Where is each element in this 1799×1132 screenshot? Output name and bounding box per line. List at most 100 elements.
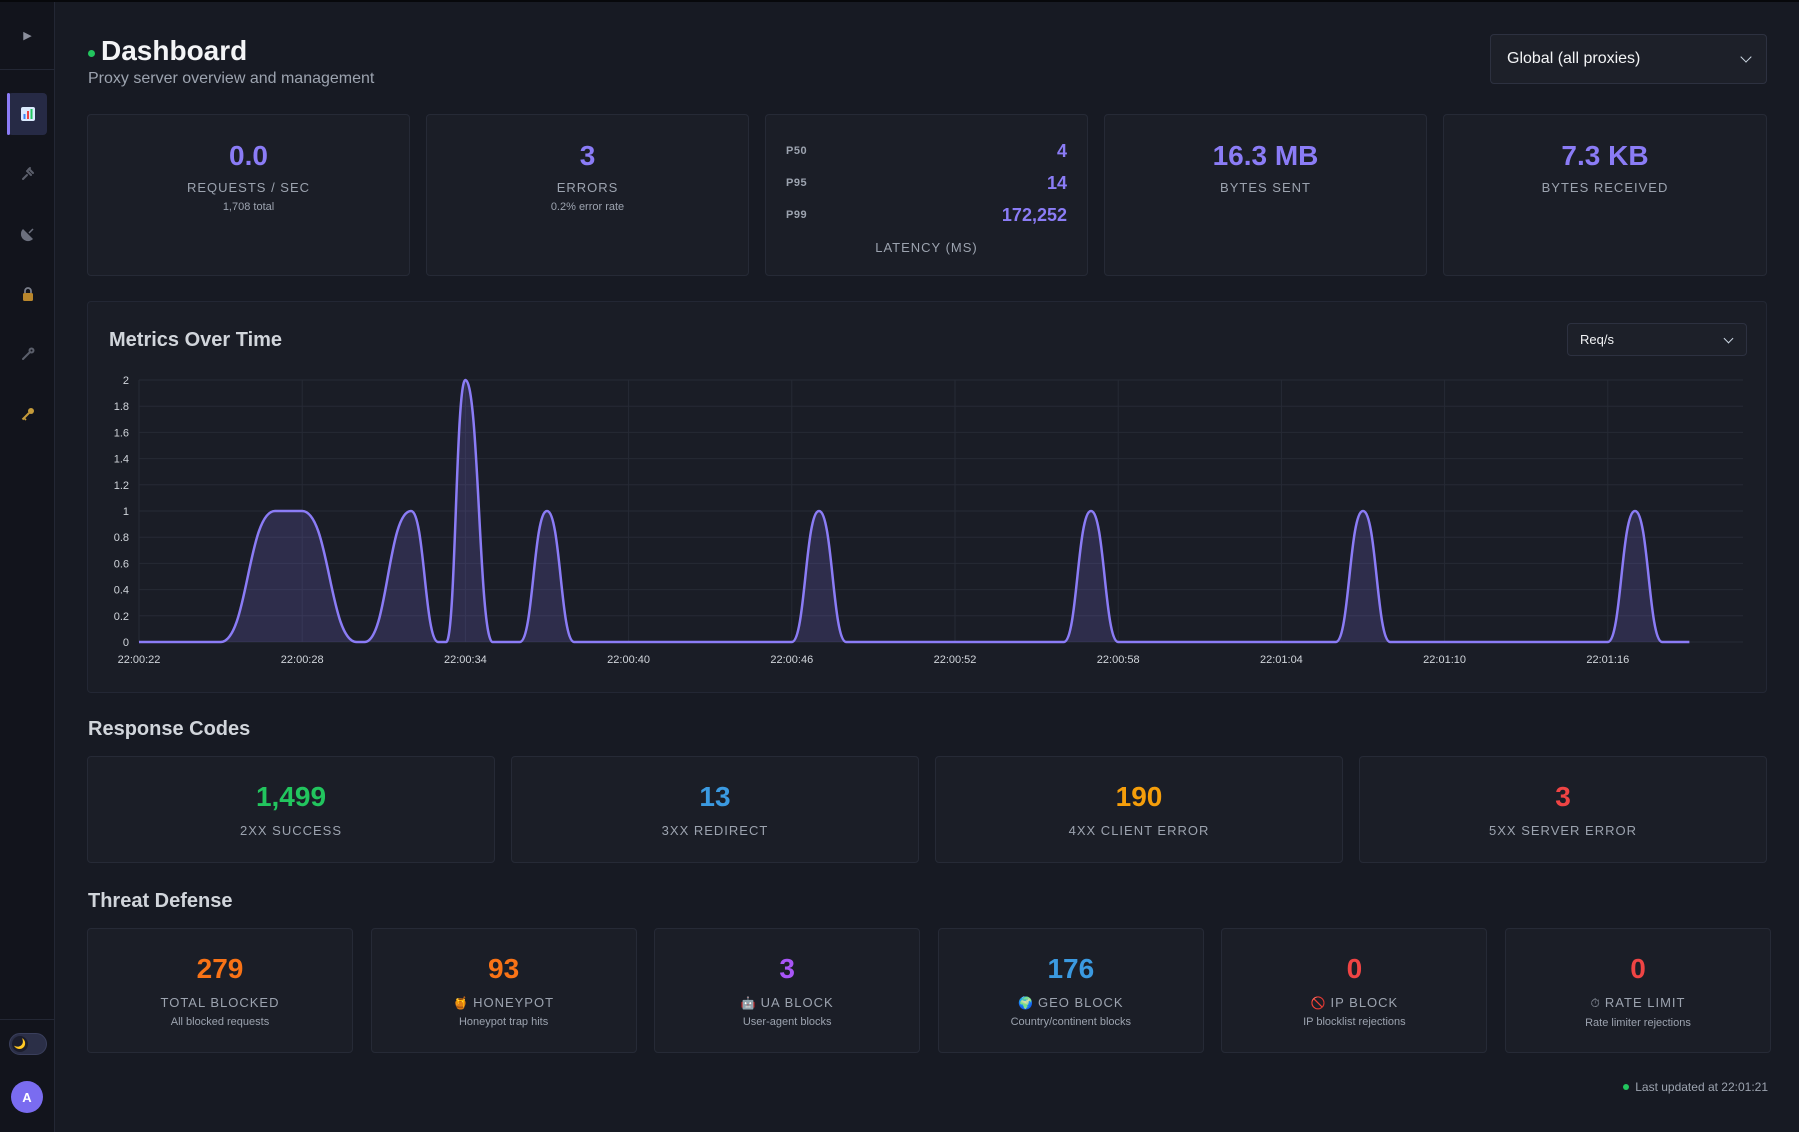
threat-icon: 🚫 <box>1310 996 1327 1010</box>
threat-label-text: IP BLOCK <box>1330 995 1399 1010</box>
errors-sub: 0.2% error rate <box>550 201 625 213</box>
threat-value: 0 <box>1630 953 1646 984</box>
sidebar-item-keys[interactable] <box>8 393 47 435</box>
threat-icon: 🤖 <box>740 996 757 1010</box>
metric-select[interactable]: Req/s <box>1567 323 1747 356</box>
moon-icon: 🌙 <box>12 1036 28 1052</box>
threat-card: 93 🍯 HONEYPOT Honeypot trap hits <box>370 928 637 1053</box>
chart-y-tick-label: 1.8 <box>114 401 129 413</box>
status-dot <box>1623 1084 1630 1090</box>
metric-select-value: Req/s <box>1580 332 1614 347</box>
chart-y-tick-label: 1.2 <box>114 480 129 492</box>
latency-p95-value: 14 <box>1046 173 1067 193</box>
response-code-card: 1,499 2XX SUCCESS <box>87 756 495 863</box>
chart-x-axis: 22:00:22 22:00:28 22:00:34 22:00:40 22:00:46… <box>118 654 1630 666</box>
errors-label: ERRORS <box>556 180 619 195</box>
threat-label: 🚫 IP BLOCK <box>1222 995 1486 1010</box>
chart-icon <box>20 107 35 121</box>
threat-card: 3 🤖 UA BLOCK User-agent blocks <box>654 928 921 1053</box>
threat-value: 3 <box>779 953 795 984</box>
threat-card: 176 🌍 GEO BLOCK Country/continent blocks <box>937 928 1204 1053</box>
threat-card: 0 🚫 IP BLOCK IP blocklist rejections <box>1221 928 1488 1053</box>
threat-icon: 🍯 <box>453 996 470 1010</box>
chart-y-tick-label: 1.4 <box>114 454 129 466</box>
threat-sub: User-agent blocks <box>742 1016 832 1028</box>
window-top-edge <box>0 0 1799 2</box>
threat-label-text: UA BLOCK <box>760 995 834 1010</box>
threat-value: 0 <box>1346 953 1363 984</box>
bytes-sent-value: 16.3 MB <box>1212 140 1319 171</box>
plug-icon <box>21 167 34 180</box>
chart-x-tick-label: 22:00:34 <box>444 654 487 666</box>
sidebar-item-routes[interactable] <box>8 213 47 255</box>
chart-grid <box>138 379 1743 643</box>
threat-label: TOTAL BLOCKED <box>88 995 352 1010</box>
lock-icon <box>22 287 33 301</box>
chart-y-axis: 0 0.2 0.4 0.6 0.8 1 1.2 1.4 1.6 1.8 2 <box>114 375 129 649</box>
response-code-label: 4XX CLIENT ERROR <box>1068 823 1210 838</box>
latency-p99-label: P99 <box>786 209 808 221</box>
threat-value: 93 <box>488 953 520 984</box>
threat-sub: Honeypot trap hits <box>458 1016 549 1028</box>
response-code-label: 5XX SERVER ERROR <box>1489 823 1637 838</box>
chart-y-tick-label: 2 <box>123 375 129 387</box>
requests-sub: 1,708 total <box>222 201 275 213</box>
threat-icon: 🌍 <box>1018 996 1034 1010</box>
threat-card: 0 ⏱ RATE LIMIT Rate limiter rejections <box>1505 928 1771 1053</box>
response-code-value: 190 <box>1115 781 1163 812</box>
chart-x-tick-label: 22:01:10 <box>1423 654 1466 666</box>
sidebar-item-dashboard[interactable] <box>7 93 47 135</box>
sidebar-item-proxies[interactable] <box>8 153 47 195</box>
response-code-card: 190 4XX CLIENT ERROR <box>935 756 1343 863</box>
proxy-select-value: Global (all proxies) <box>1507 50 1641 67</box>
page-title: Dashboard <box>101 35 248 66</box>
latency-p99-row: P99 172,252 <box>786 205 1067 225</box>
threat-label: 🌍 GEO BLOCK <box>939 995 1203 1010</box>
avatar[interactable]: A <box>11 1081 43 1113</box>
key-icon <box>21 408 34 421</box>
threat-defense-title: Threat Defense <box>88 890 233 912</box>
bytes-received-value: 7.3 KB <box>1561 140 1649 171</box>
theme-toggle[interactable]: 🌙 <box>9 1033 47 1055</box>
sidebar-divider <box>0 1019 55 1020</box>
sidebar-item-tools[interactable] <box>8 333 47 375</box>
latency-p95-row: P95 14 <box>786 173 1067 193</box>
latency-p50-value: 4 <box>1056 141 1067 161</box>
threat-label: 🤖 UA BLOCK <box>655 995 919 1010</box>
metrics-chart: 00.20.40.60.811.21.41.61.82 22:00:22 22:0… <box>114 375 1743 666</box>
threat-sub: Rate limiter rejections <box>1585 1017 1691 1029</box>
latency-card: P50 4 P95 14 P99 172,252 LATENCY (MS) <box>765 114 1088 276</box>
chart-x-tick-label: 22:00:40 <box>607 654 650 666</box>
requests-value: 0.0 <box>229 140 268 171</box>
sidebar-toggle-button[interactable]: ▶ <box>0 2 55 70</box>
chart-title: Metrics Over Time <box>109 329 283 351</box>
threat-label-text: HONEYPOT <box>473 995 555 1010</box>
response-code-card: 3 5XX SERVER ERROR <box>1359 756 1767 863</box>
threat-label-text: RATE LIMIT <box>1604 995 1686 1010</box>
chart-y-tick-label: 1 <box>123 506 129 518</box>
bytes-received-card: 7.3 KB BYTES RECEIVED <box>1443 114 1767 276</box>
chart-series-line <box>139 378 1690 644</box>
latency-p95-label: P95 <box>786 177 808 189</box>
chart-area-fill <box>139 380 1690 642</box>
threat-icon: ⏱ <box>1590 996 1601 1010</box>
response-code-label: 3XX REDIRECT <box>661 823 769 838</box>
sidebar-item-security[interactable] <box>8 273 47 315</box>
threat-label: 🍯 HONEYPOT <box>372 995 636 1010</box>
proxy-select[interactable]: Global (all proxies) <box>1490 34 1767 84</box>
threat-label-text: GEO BLOCK <box>1037 995 1124 1010</box>
chart-x-tick-label: 22:01:16 <box>1586 654 1629 666</box>
chevron-down-icon <box>1740 51 1752 63</box>
chart-x-tick-label: 22:01:04 <box>1260 654 1303 666</box>
bytes-sent-label: BYTES SENT <box>1220 180 1311 195</box>
chart-x-tick-label: 22:00:28 <box>281 654 324 666</box>
threat-label-text: TOTAL BLOCKED <box>160 995 280 1010</box>
errors-value: 3 <box>579 140 596 171</box>
chart-y-tick-label: 0.8 <box>114 532 129 544</box>
threat-sub: Country/continent blocks <box>1010 1016 1132 1028</box>
threat-sub: IP blocklist rejections <box>1303 1016 1406 1028</box>
latency-p50-row: P50 4 <box>786 141 1067 161</box>
chart-x-tick-label: 22:00:22 <box>118 654 161 666</box>
satellite-icon <box>20 228 34 242</box>
chart-x-tick-label: 22:00:52 <box>934 654 977 666</box>
